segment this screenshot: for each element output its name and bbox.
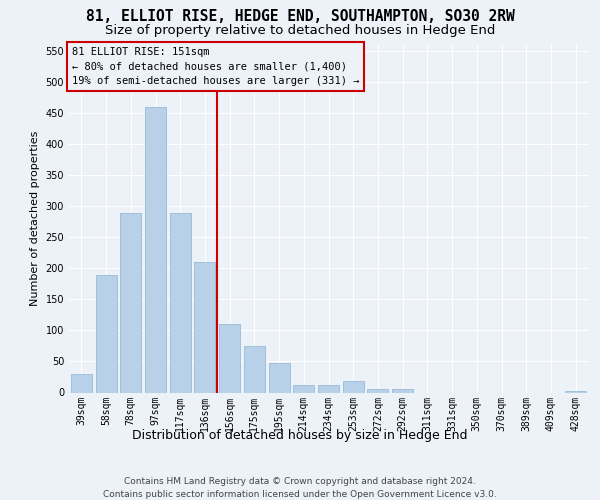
Bar — [269, 364, 290, 392]
Bar — [293, 385, 314, 392]
Text: Distribution of detached houses by size in Hedge End: Distribution of detached houses by size … — [132, 430, 468, 442]
Bar — [145, 107, 166, 393]
Text: 81 ELLIOT RISE: 151sqm
← 80% of detached houses are smaller (1,400)
19% of semi-: 81 ELLIOT RISE: 151sqm ← 80% of detached… — [71, 46, 359, 86]
Bar — [367, 390, 388, 392]
Text: Size of property relative to detached houses in Hedge End: Size of property relative to detached ho… — [105, 24, 495, 37]
Bar — [95, 274, 116, 392]
Bar — [343, 382, 364, 392]
Bar — [219, 324, 240, 392]
Text: 81, ELLIOT RISE, HEDGE END, SOUTHAMPTON, SO30 2RW: 81, ELLIOT RISE, HEDGE END, SOUTHAMPTON,… — [86, 9, 514, 24]
Bar — [71, 374, 92, 392]
Bar — [318, 385, 339, 392]
Bar — [120, 212, 141, 392]
Bar — [392, 390, 413, 392]
Text: Contains HM Land Registry data © Crown copyright and database right 2024.
Contai: Contains HM Land Registry data © Crown c… — [103, 478, 497, 499]
Bar — [194, 262, 215, 392]
Bar — [170, 212, 191, 392]
Y-axis label: Number of detached properties: Number of detached properties — [30, 131, 40, 306]
Bar — [244, 346, 265, 393]
